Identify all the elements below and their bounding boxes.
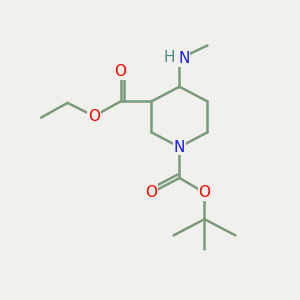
Text: H: H	[164, 50, 175, 65]
Text: O: O	[146, 185, 158, 200]
Text: O: O	[115, 64, 127, 80]
Text: N: N	[174, 140, 185, 154]
Text: O: O	[199, 185, 211, 200]
Text: N: N	[178, 51, 190, 66]
Text: O: O	[88, 109, 100, 124]
